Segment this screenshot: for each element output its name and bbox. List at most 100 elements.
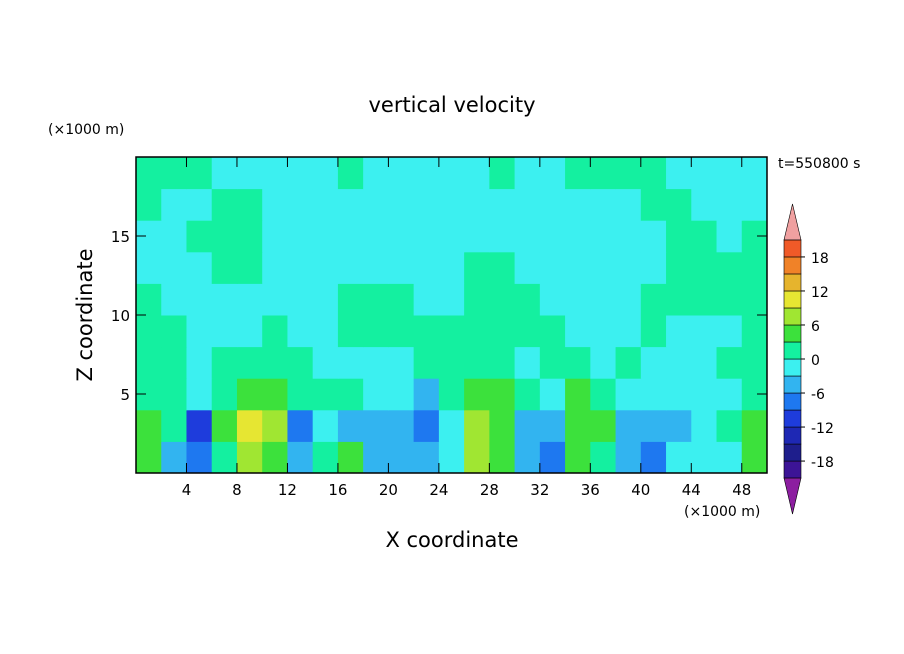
colorbar-bin	[783, 273, 802, 292]
field-cell	[741, 251, 768, 284]
field-cell	[590, 346, 617, 379]
field-cell	[161, 220, 187, 253]
field-cell	[691, 346, 718, 379]
field-cell	[363, 251, 389, 284]
field-cell	[514, 188, 541, 221]
x-tick-label: 40	[631, 481, 650, 499]
field-cell	[489, 409, 516, 442]
field-cell	[615, 441, 642, 474]
colorbar-bin	[783, 256, 802, 275]
field-cell	[363, 315, 389, 348]
y-unit: (×1000 m)	[48, 122, 124, 138]
field-cell	[413, 441, 440, 474]
colorbar-bin	[783, 324, 802, 343]
field-cell	[514, 220, 541, 253]
field-cell	[262, 283, 288, 316]
x-tick-label: 36	[581, 481, 600, 499]
field-cell	[211, 346, 238, 379]
field-cell	[312, 283, 339, 316]
field-cell	[565, 346, 591, 379]
field-cell	[615, 220, 642, 253]
field-cell	[539, 346, 566, 379]
field-cell	[287, 251, 314, 284]
field-cell	[413, 188, 440, 221]
field-cell	[741, 346, 768, 379]
field-cell	[464, 315, 490, 348]
field-cell	[741, 157, 768, 190]
field-cell	[590, 188, 617, 221]
field-cell	[615, 315, 642, 348]
field-cell	[211, 378, 238, 411]
colorbar-bin	[783, 375, 802, 394]
field-cell	[236, 251, 263, 284]
field-cell	[438, 409, 465, 442]
field-cell	[312, 251, 339, 284]
field-cell	[337, 188, 364, 221]
field-cell	[565, 441, 591, 474]
field-cell	[161, 283, 187, 316]
field-cell	[640, 315, 667, 348]
field-cell	[186, 157, 213, 190]
colorbar-bin	[783, 290, 802, 309]
field-cell	[136, 251, 162, 284]
x-tick-label: 20	[379, 481, 398, 499]
field-cell	[464, 283, 490, 316]
field-cell	[716, 346, 743, 379]
field-cell	[236, 188, 263, 221]
field-cell	[136, 346, 162, 379]
field-cell	[565, 283, 591, 316]
field-cell	[539, 251, 566, 284]
field-cell	[287, 315, 314, 348]
field-cell	[312, 220, 339, 253]
field-cell	[716, 315, 743, 348]
field-cell	[464, 409, 490, 442]
x-tick-label: 44	[682, 481, 701, 499]
field-cell	[666, 409, 692, 442]
field-cell	[640, 188, 667, 221]
field-cell	[388, 346, 415, 379]
field-cell	[287, 220, 314, 253]
field-cell	[186, 441, 213, 474]
y-tick-label: 10	[111, 307, 130, 325]
field-cell	[262, 441, 288, 474]
colorbar-bin	[783, 358, 802, 377]
field-cell	[489, 378, 516, 411]
field-cell	[438, 251, 465, 284]
field-cell	[312, 157, 339, 190]
field-cell	[413, 157, 440, 190]
field-cell	[363, 409, 389, 442]
field-cell	[590, 251, 617, 284]
field-cell	[691, 441, 718, 474]
field-cell	[388, 251, 415, 284]
field-cell	[236, 441, 263, 474]
field-cell	[666, 378, 692, 411]
field-cell	[514, 409, 541, 442]
field-cell	[666, 346, 692, 379]
field-cell	[161, 346, 187, 379]
field-cell	[691, 220, 718, 253]
colorbar-under	[783, 477, 802, 515]
field-cell	[186, 378, 213, 411]
x-tick-label: 28	[480, 481, 499, 499]
x-tick-label: 8	[232, 481, 242, 499]
field-cell	[262, 346, 288, 379]
colorbar-bin	[783, 443, 802, 462]
field-cell	[236, 378, 263, 411]
field-cell	[186, 409, 213, 442]
field-cell	[716, 188, 743, 221]
field-cell	[211, 409, 238, 442]
field-cell	[590, 409, 617, 442]
field-cell	[590, 378, 617, 411]
y-tick-label: 15	[111, 228, 130, 246]
colorbar-tick-label: -6	[811, 387, 825, 403]
field-cell	[464, 251, 490, 284]
field-cell	[262, 220, 288, 253]
field-cell	[716, 283, 743, 316]
field-cell	[413, 346, 440, 379]
field-cell	[691, 378, 718, 411]
field-cell	[337, 378, 364, 411]
field-cell	[489, 251, 516, 284]
field-cell	[287, 157, 314, 190]
field-cell	[666, 188, 692, 221]
field-cell	[691, 157, 718, 190]
